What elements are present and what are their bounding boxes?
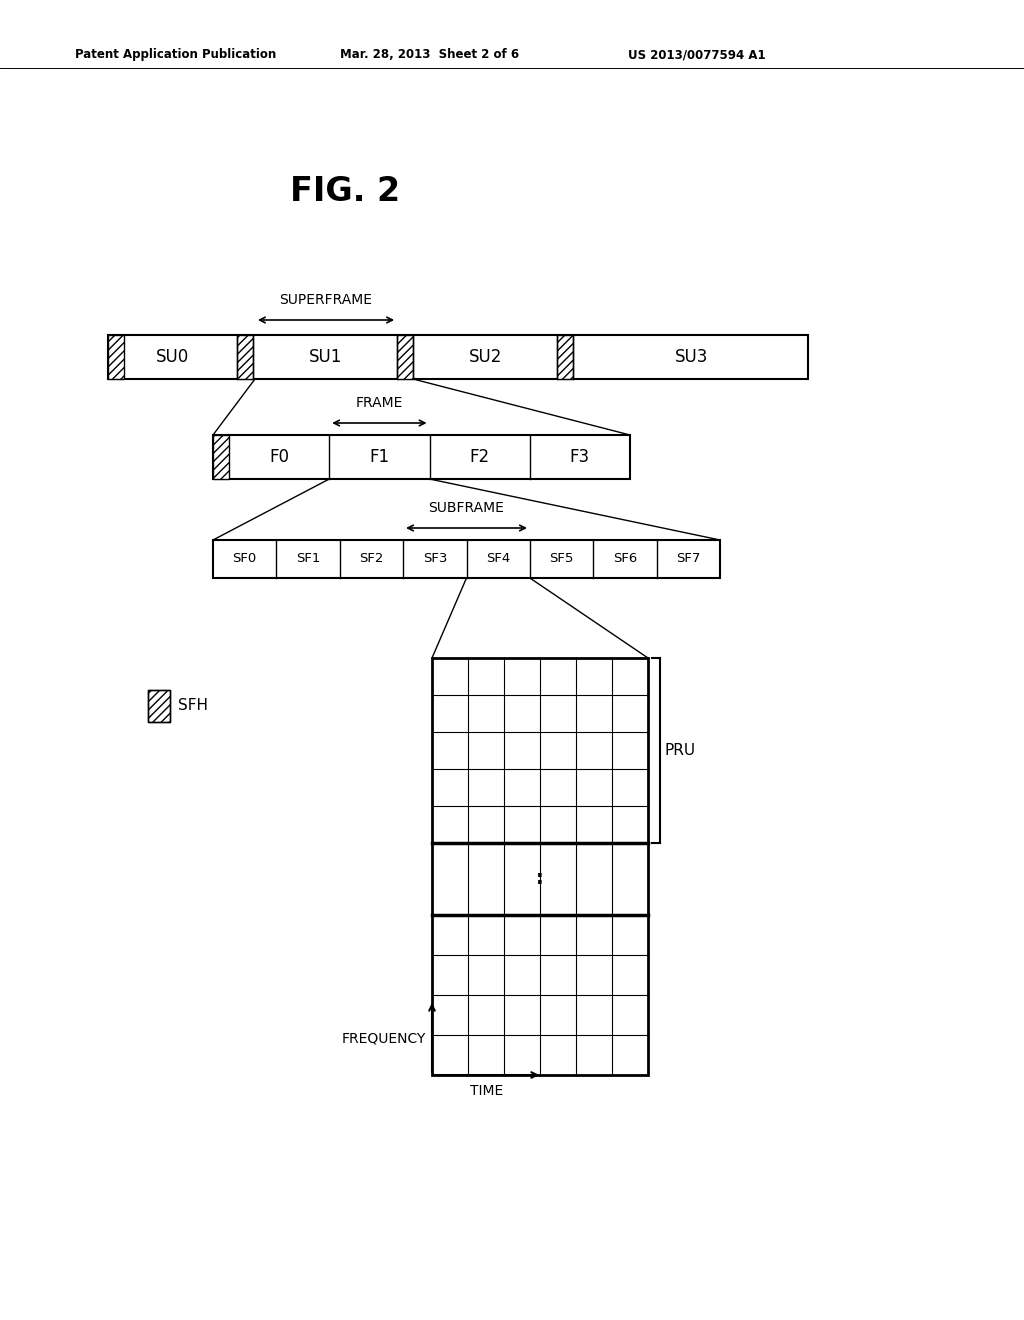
Text: SF7: SF7 [676, 553, 700, 565]
Bar [213, 436, 229, 479]
Bar [432, 657, 648, 1074]
Text: SU0: SU0 [156, 348, 189, 366]
Text: SF6: SF6 [612, 553, 637, 565]
Text: SF4: SF4 [486, 553, 510, 565]
Bar [397, 335, 413, 379]
Text: SUBFRAME: SUBFRAME [429, 502, 505, 515]
Text: SF5: SF5 [549, 553, 573, 565]
Bar [213, 540, 720, 578]
Text: SU1: SU1 [309, 348, 343, 366]
Text: Patent Application Publication: Patent Application Publication [75, 48, 276, 61]
Text: SF3: SF3 [423, 553, 447, 565]
Text: F0: F0 [269, 447, 289, 466]
Bar [237, 335, 253, 379]
Text: F2: F2 [470, 447, 489, 466]
Bar [557, 335, 573, 379]
Bar [397, 335, 413, 379]
Bar [557, 335, 573, 379]
Text: SF2: SF2 [359, 553, 384, 565]
Bar [108, 335, 124, 379]
Bar [148, 690, 170, 722]
Bar [108, 335, 124, 379]
Bar [213, 436, 229, 479]
Text: SU3: SU3 [675, 348, 709, 366]
Text: SF1: SF1 [296, 553, 321, 565]
Text: SUPERFRAME: SUPERFRAME [280, 293, 373, 308]
Text: TIME: TIME [470, 1084, 504, 1098]
Text: FIG. 2: FIG. 2 [290, 176, 400, 209]
Text: F1: F1 [370, 447, 389, 466]
Bar [213, 436, 630, 479]
Text: Mar. 28, 2013  Sheet 2 of 6: Mar. 28, 2013 Sheet 2 of 6 [340, 48, 519, 61]
Text: SF0: SF0 [232, 553, 257, 565]
Text: F3: F3 [569, 447, 590, 466]
Text: PRU: PRU [664, 743, 695, 758]
Bar [108, 335, 808, 379]
Bar [148, 690, 170, 722]
Bar [237, 335, 253, 379]
Text: US 2013/0077594 A1: US 2013/0077594 A1 [628, 48, 766, 61]
Text: SU2: SU2 [469, 348, 503, 366]
Text: SFH: SFH [178, 698, 208, 714]
Text: FRAME: FRAME [355, 396, 403, 411]
Text: FREQUENCY: FREQUENCY [342, 1031, 426, 1045]
Text: :: : [537, 870, 544, 888]
